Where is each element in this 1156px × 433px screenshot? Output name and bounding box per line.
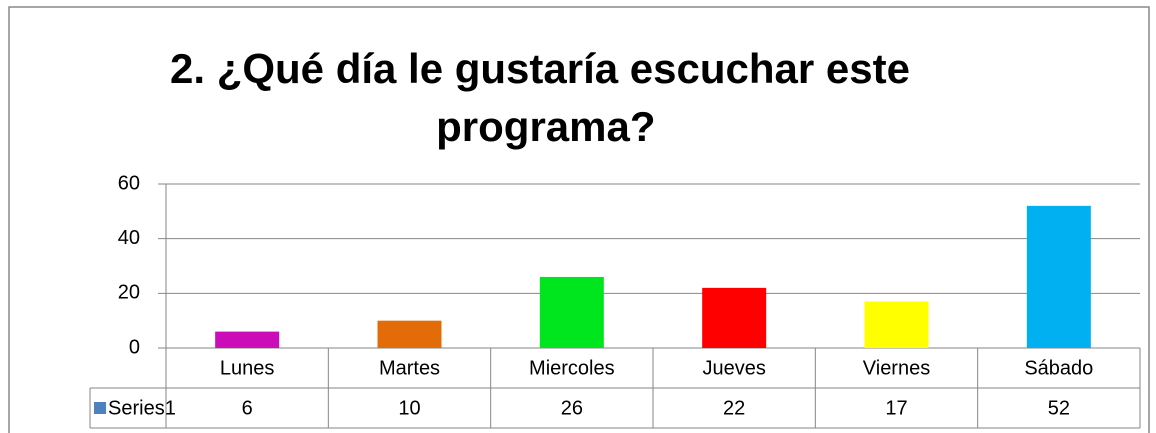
bar: [864, 301, 929, 348]
y-tick-label: 40: [118, 227, 140, 249]
table-value: 10: [398, 397, 420, 419]
table-value: 26: [561, 397, 583, 419]
bar: [1026, 205, 1091, 348]
bar: [702, 287, 767, 348]
x-tick-label: Miercoles: [529, 357, 615, 379]
x-tick-label: Jueves: [702, 357, 765, 379]
bar: [377, 320, 442, 348]
table-value: 22: [723, 397, 745, 419]
x-tick-label: Viernes: [863, 357, 930, 379]
bar: [539, 276, 604, 348]
chart-title: 2. ¿Qué día le gustaría escuchar este pr…: [170, 45, 910, 150]
chart-border: [8, 6, 1150, 433]
y-tick-label: 0: [129, 336, 140, 358]
legend-key: [94, 402, 106, 414]
x-tick-label: Sábado: [1024, 357, 1093, 379]
y-tick-label: 60: [118, 172, 140, 194]
y-tick-label: 20: [118, 282, 140, 304]
table-value: 17: [885, 397, 907, 419]
table-value: 6: [242, 397, 253, 419]
x-tick-label: Lunes: [220, 357, 275, 379]
bar: [215, 331, 280, 348]
table-value: 52: [1048, 397, 1070, 419]
x-tick-label: Martes: [379, 357, 440, 379]
legend-label: Series1: [108, 397, 176, 419]
